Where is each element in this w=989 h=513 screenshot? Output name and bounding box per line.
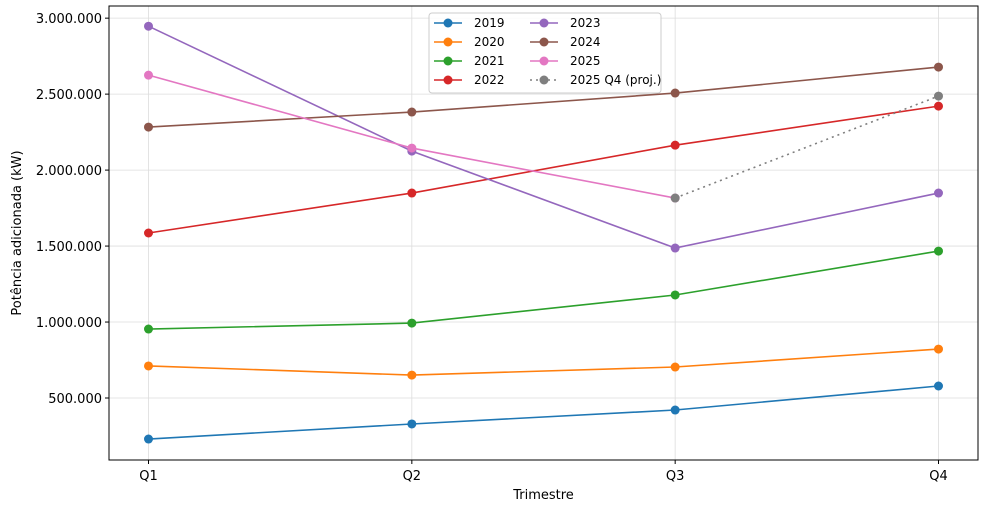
y-tick-label: 500.000 xyxy=(48,392,102,407)
series-2023 xyxy=(144,21,943,253)
series-2021 xyxy=(144,246,943,334)
series-2024 xyxy=(144,62,943,132)
series-line xyxy=(148,105,939,234)
data-point xyxy=(407,419,417,429)
x-tick-label: Q2 xyxy=(403,469,422,484)
data-point xyxy=(934,246,943,256)
series-line xyxy=(148,348,939,376)
data-point xyxy=(934,381,943,391)
x-tick-label: Q1 xyxy=(139,469,158,484)
y-tick-label: 3.000.000 xyxy=(36,12,102,27)
series-line xyxy=(148,385,939,440)
legend-box xyxy=(428,12,662,94)
x-tick-label: Q4 xyxy=(929,469,948,484)
y-tick-label: 2.500.000 xyxy=(36,88,102,103)
series-line xyxy=(674,95,939,199)
y-tick-label: 1.500.000 xyxy=(36,240,102,255)
data-point xyxy=(670,193,680,203)
data-point xyxy=(670,88,680,98)
legend-label: 2022 xyxy=(474,73,505,87)
series-2020 xyxy=(144,344,943,380)
data-point xyxy=(934,188,943,198)
legend: 2019 2020 2021 2022 2023 2024 2025 2025 Q4 (pro… xyxy=(428,12,662,94)
legend-marker xyxy=(443,56,453,66)
data-point xyxy=(934,344,943,354)
data-point xyxy=(144,21,153,31)
data-point xyxy=(934,62,943,72)
legend-marker xyxy=(443,37,453,47)
series-2022 xyxy=(144,101,943,238)
legend-marker xyxy=(539,18,549,28)
data-point xyxy=(144,361,153,371)
y-tick-label: 1.000.000 xyxy=(36,316,102,331)
legend-label: 2025 xyxy=(570,54,601,68)
series-group xyxy=(144,21,943,444)
series-2025-q4-proj- xyxy=(670,91,943,203)
series-line xyxy=(148,66,939,128)
plot-frame xyxy=(108,5,979,461)
data-point xyxy=(144,122,153,132)
x-tick-label: Q3 xyxy=(666,469,685,484)
data-point xyxy=(934,101,943,111)
grid xyxy=(109,6,978,460)
data-point xyxy=(670,243,680,253)
legend-marker xyxy=(539,56,549,66)
series-line xyxy=(148,250,939,330)
legend-label: 2019 xyxy=(474,16,505,30)
data-point xyxy=(144,70,153,80)
data-point xyxy=(144,434,153,444)
legend-label: 2025 Q4 (proj.) xyxy=(570,73,661,87)
y-axis-label: Potência adicionada (kW) xyxy=(10,150,25,315)
data-point xyxy=(407,370,417,380)
legend-marker xyxy=(539,37,549,47)
legend-label: 2021 xyxy=(474,54,505,68)
data-point xyxy=(670,362,680,372)
axes: Q1 Q2 Q3 Q4 500.000 1.000.000 1.500.000 2.000.0… xyxy=(36,12,948,484)
data-point xyxy=(144,228,153,238)
legend-label: 2023 xyxy=(570,16,601,30)
legend-marker xyxy=(539,75,549,85)
data-point xyxy=(934,91,943,101)
data-point xyxy=(407,143,417,153)
data-point xyxy=(670,140,680,150)
legend-marker xyxy=(443,18,453,28)
data-point xyxy=(144,324,153,334)
data-point xyxy=(407,318,417,328)
legend-label: 2020 xyxy=(474,35,505,49)
data-point xyxy=(670,290,680,300)
series-line xyxy=(148,25,939,249)
data-point xyxy=(407,107,417,117)
series-2019 xyxy=(144,381,943,444)
legend-marker xyxy=(443,75,453,85)
data-point xyxy=(670,405,680,415)
x-axis-label: Trimestre xyxy=(512,488,574,503)
legend-label: 2024 xyxy=(570,35,601,49)
y-tick-label: 2.000.000 xyxy=(36,164,102,179)
data-point xyxy=(407,188,417,198)
